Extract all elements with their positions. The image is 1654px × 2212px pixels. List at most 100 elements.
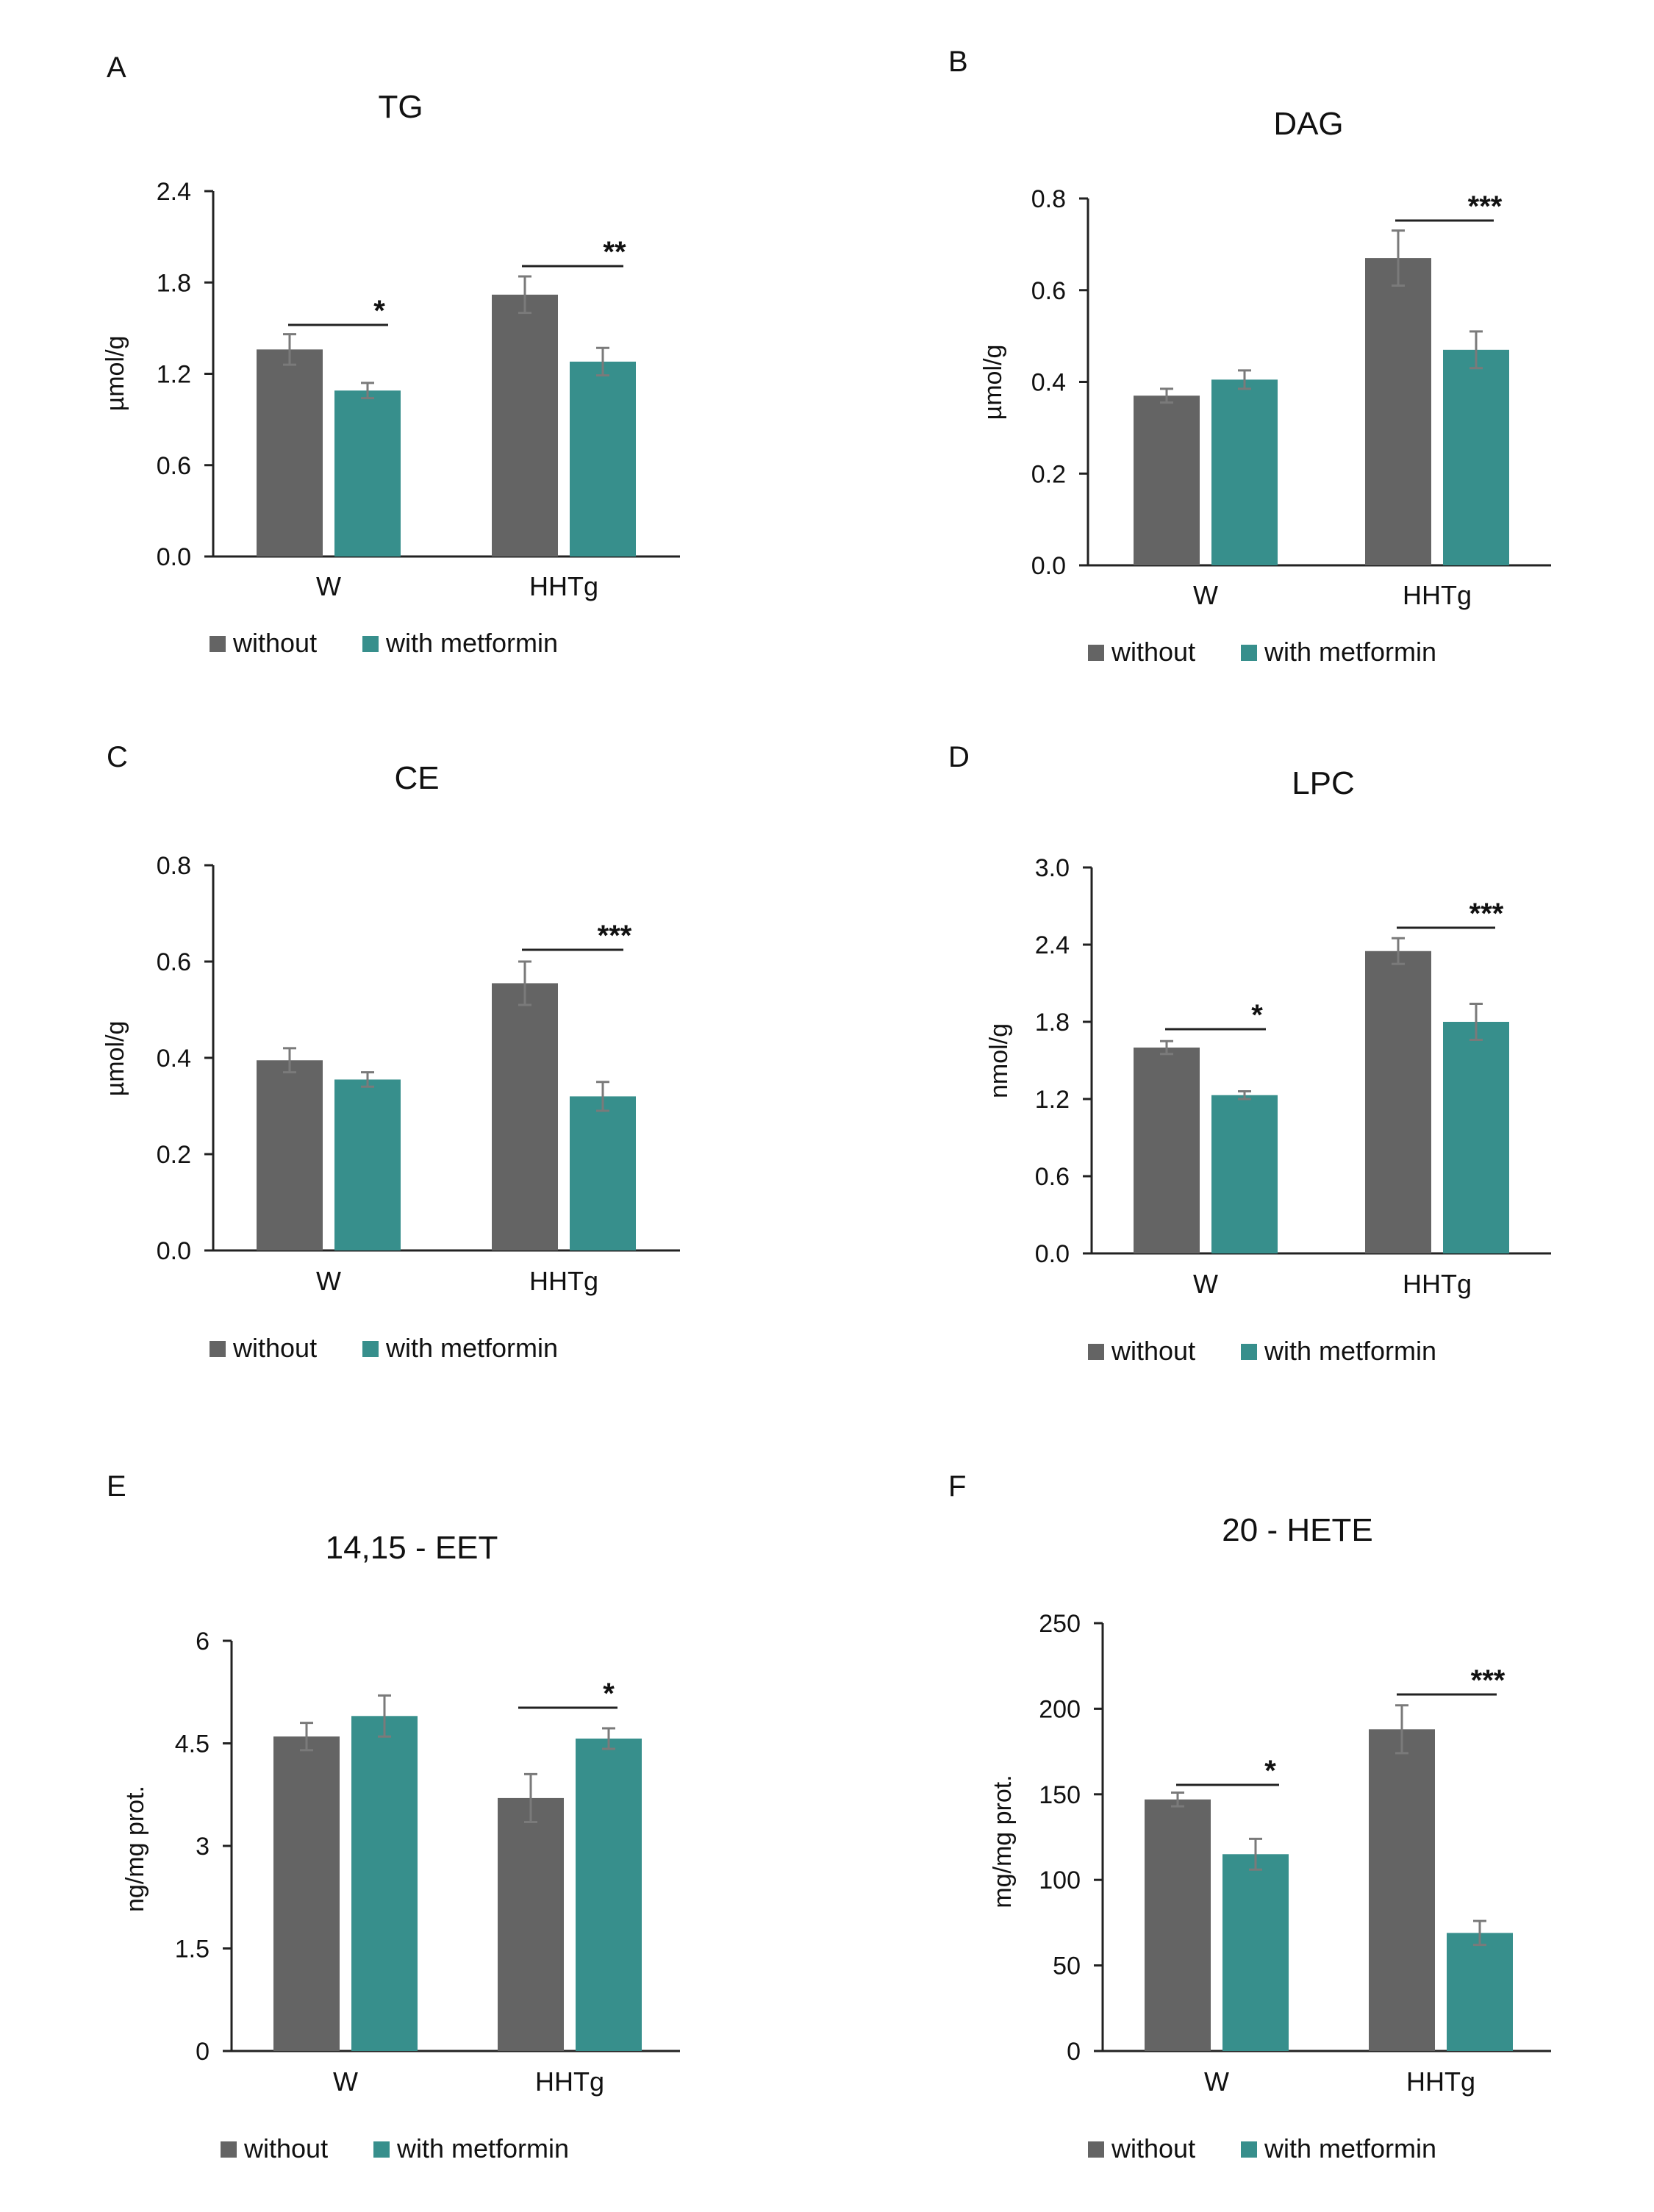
y-tick-label: 100	[1039, 1866, 1081, 1894]
legend-label-with-metformin: with metformin	[1264, 2133, 1436, 2163]
legend-label-with-metformin: with metformin	[1264, 637, 1436, 667]
significance-label: *	[603, 1678, 615, 1710]
bar-without-w	[1134, 1048, 1200, 1253]
chart-panel-c: C CE 0.0 0.2 0.4 0.6 0.8 µmol/g W HHTg *** without w…	[101, 741, 680, 1363]
significance-label: *	[1251, 999, 1263, 1031]
bar-without-w	[257, 1060, 323, 1250]
y-axis-label: µmol/g	[101, 336, 129, 412]
bar-with-metformin-w	[1211, 1095, 1278, 1253]
panel-letter: F	[948, 1470, 966, 1503]
y-tick-label: 1.8	[157, 269, 191, 297]
chart-title: 20 - HETE	[1222, 1512, 1372, 1548]
bar-with-metformin-w	[1222, 1854, 1289, 2051]
legend-label-without: without	[243, 2133, 328, 2163]
y-tick-label: 4.5	[175, 1730, 210, 1758]
panel-letter: B	[948, 46, 968, 78]
y-tick-label: 0.6	[1031, 277, 1066, 305]
y-tick-label: 50	[1053, 1952, 1081, 1980]
chart-title: DAG	[1273, 106, 1343, 142]
legend-label-with-metformin: with metformin	[1264, 1336, 1436, 1366]
legend-swatch-with-metformin	[362, 636, 379, 652]
y-axis-label: ng/mg prot.	[121, 1786, 149, 1912]
y-tick-label: 6	[196, 1628, 210, 1656]
bar-without-hhtg	[1365, 951, 1431, 1253]
y-tick-label: 0.2	[1031, 460, 1066, 488]
panel-letter: C	[107, 741, 128, 773]
bar-with-metformin-hhtg	[570, 1096, 636, 1250]
significance-label: **	[603, 236, 626, 268]
x-tick-label: HHTg	[1403, 580, 1472, 610]
y-tick-label: 1.2	[157, 361, 191, 389]
bar-with-metformin-hhtg	[1447, 1933, 1513, 2051]
y-axis-label: nmol/g	[985, 1023, 1013, 1098]
significance-label: ***	[1469, 898, 1504, 930]
y-tick-label: 250	[1039, 1610, 1081, 1638]
chart-panel-f: F 20 - HETE 0 50 100 150 200 250 mg/mg prot. W HHT…	[948, 1470, 1551, 2163]
y-tick-label: 150	[1039, 1781, 1081, 1809]
y-tick-label: 0.0	[157, 1237, 191, 1265]
bar-without-w	[1134, 395, 1200, 565]
legend-swatch-without	[1088, 2141, 1104, 2158]
x-tick-label: W	[1204, 2066, 1229, 2097]
y-tick-label: 0.6	[1035, 1163, 1070, 1191]
legend-swatch-without	[1088, 1344, 1104, 1360]
y-tick-label: 3.0	[1035, 854, 1070, 882]
legend-label-with-metformin: with metformin	[385, 628, 558, 658]
y-tick-label: 0.8	[157, 852, 191, 880]
y-tick-label: 0.2	[157, 1141, 191, 1169]
legend-label-without: without	[1111, 2133, 1195, 2163]
bar-with-metformin-hhtg	[570, 361, 636, 556]
chart-panel-e: E 14,15 - EET 0 1.5 3 4.5 6 ng/mg prot. W HHTg * wi…	[107, 1470, 680, 2163]
bar-without-w	[273, 1736, 340, 2051]
bar-with-metformin-w	[351, 1716, 418, 2051]
legend-label-with-metformin: with metformin	[396, 2133, 569, 2163]
y-tick-label: 3	[196, 1833, 210, 1861]
x-tick-label: HHTg	[1403, 1269, 1472, 1299]
bar-with-metformin-hhtg	[1443, 1022, 1509, 1253]
significance-label: ***	[1468, 190, 1503, 223]
y-tick-label: 0.4	[157, 1045, 191, 1073]
legend-swatch-with-metformin	[362, 1341, 379, 1357]
bar-with-metformin-hhtg	[1443, 349, 1509, 565]
significance-label: ***	[598, 920, 632, 952]
chart-title: TG	[378, 89, 423, 125]
legend-swatch-without	[1088, 645, 1104, 661]
chart-title: LPC	[1292, 765, 1355, 801]
y-axis-label: µmol/g	[979, 345, 1007, 420]
x-tick-label: HHTg	[535, 2066, 604, 2097]
legend-label-without: without	[232, 628, 317, 658]
chart-title: 14,15 - EET	[326, 1530, 498, 1566]
chart-panel-b: B DAG 0.0 0.2 0.4 0.6 0.8 µmol/g W HHTg *** without…	[948, 46, 1551, 667]
y-tick-label: 0.0	[1035, 1240, 1070, 1268]
bar-with-metformin-hhtg	[576, 1738, 642, 2051]
legend-label-without: without	[1111, 1336, 1195, 1366]
y-tick-label: 0.0	[1031, 552, 1066, 580]
legend-label-without: without	[1111, 637, 1195, 667]
x-tick-label: HHTg	[529, 1266, 598, 1296]
x-tick-label: W	[1193, 580, 1218, 610]
legend-swatch-with-metformin	[1241, 645, 1257, 661]
y-tick-label: 2.4	[1035, 931, 1070, 959]
y-tick-label: 0.0	[157, 543, 191, 571]
y-axis-label: mg/mg prot.	[989, 1775, 1017, 1908]
x-tick-label: W	[316, 571, 341, 601]
panel-letter: E	[107, 1470, 126, 1503]
legend-swatch-with-metformin	[373, 2141, 390, 2158]
significance-label: ***	[1471, 1664, 1506, 1697]
bar-with-metformin-w	[334, 390, 401, 556]
y-tick-label: 0.8	[1031, 185, 1066, 213]
panel-letter: D	[948, 741, 970, 773]
x-tick-label: W	[316, 1266, 341, 1296]
significance-label: *	[373, 295, 385, 327]
bar-with-metformin-w	[1211, 379, 1278, 565]
y-tick-label: 200	[1039, 1695, 1081, 1723]
x-tick-label: W	[1193, 1269, 1218, 1299]
x-tick-label: W	[333, 2066, 358, 2097]
legend-label-with-metformin: with metformin	[385, 1333, 558, 1363]
bar-without-hhtg	[1369, 1729, 1435, 2051]
y-tick-label: 0.4	[1031, 369, 1066, 397]
x-tick-label: HHTg	[529, 571, 598, 601]
significance-label: *	[1264, 1755, 1276, 1787]
panel-letter: A	[107, 51, 126, 84]
